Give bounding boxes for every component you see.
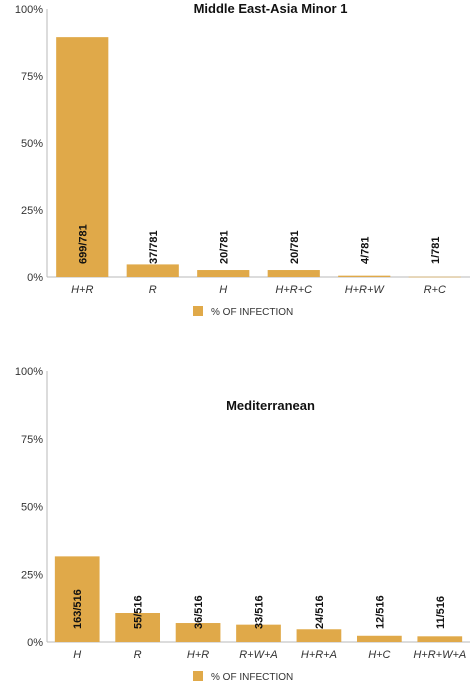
data-label: 11/516 (435, 596, 447, 629)
x-tick-label: H+R+C (275, 284, 312, 296)
bar (126, 264, 179, 277)
data-label: 33/516 (254, 595, 266, 629)
legend: % OF INFECTION (193, 671, 293, 683)
legend-swatch (193, 671, 203, 681)
x-tick-label: R (149, 284, 157, 296)
x-tick-label: R+W+A (239, 649, 278, 661)
x-tick-label: H+R (71, 284, 93, 296)
legend-swatch (193, 306, 203, 316)
chart-title: Mediterranean (226, 398, 315, 413)
chart-title: Middle East-Asia Minor 1 (194, 1, 348, 16)
y-tick-label: 25% (21, 205, 43, 217)
bar (197, 270, 250, 277)
y-tick-label: 50% (21, 138, 43, 150)
y-tick-label: 0% (27, 637, 43, 649)
bar (175, 623, 221, 642)
data-label: 4/781 (359, 236, 371, 264)
x-tick-label: H+R+A (301, 649, 337, 661)
data-label: 699/781 (77, 224, 89, 264)
chart-1: Middle East-Asia Minor 1 0% 25% 50% 75% 100% H… (15, 1, 470, 318)
data-label: 12/516 (374, 595, 386, 629)
bar (296, 629, 342, 642)
legend-label: % OF INFECTION (211, 307, 293, 318)
y-tick-label: 100% (15, 366, 43, 378)
legend-label: % OF INFECTION (211, 672, 293, 683)
chart-2: Mediterranean 0% 25% 50% 75% 100% H 163/516 R 55/… (15, 366, 470, 683)
bar (338, 275, 391, 277)
bar (115, 613, 161, 642)
x-tick-label: H+R (187, 649, 209, 661)
data-label: 37/781 (148, 230, 160, 264)
bar (56, 37, 109, 277)
y-tick-label: 75% (21, 434, 43, 446)
data-label: 20/781 (218, 230, 230, 264)
x-tick-label: H+R+W (345, 284, 386, 296)
y-tick-label: 0% (27, 272, 43, 284)
x-tick-label: H (73, 649, 81, 661)
x-tick-label: R (134, 649, 142, 661)
bar (54, 556, 100, 642)
y-tick-label: 100% (15, 4, 43, 16)
data-label: 36/516 (193, 595, 205, 629)
bar (417, 636, 463, 642)
bar (408, 276, 461, 278)
data-label: 1/781 (430, 236, 442, 264)
x-tick-label: R+C (424, 284, 446, 296)
data-label: 20/781 (289, 230, 301, 264)
x-tick-label: H+C (368, 649, 390, 661)
bar (267, 270, 320, 277)
data-label: 24/516 (314, 595, 326, 629)
legend: % OF INFECTION (193, 306, 293, 318)
y-tick-label: 25% (21, 569, 43, 581)
bar (356, 635, 402, 642)
x-tick-label: H+R+W+A (413, 649, 466, 661)
x-tick-label: H (219, 284, 227, 296)
y-tick-label: 75% (21, 71, 43, 83)
bar (236, 624, 281, 642)
data-label: 163/516 (72, 589, 84, 629)
data-label: 55/516 (133, 595, 145, 629)
y-tick-label: 50% (21, 502, 43, 514)
